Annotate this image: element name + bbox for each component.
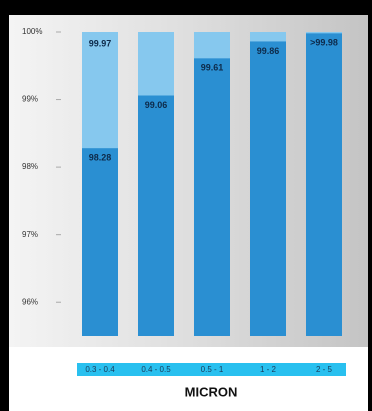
top-border: [0, 0, 372, 15]
x-tick-label: 1 - 2: [260, 365, 277, 374]
bar: [138, 95, 174, 336]
bar: [194, 58, 230, 336]
right-border: [368, 0, 372, 411]
left-border: [0, 0, 9, 411]
category-band: [77, 363, 346, 376]
y-tick-label: 96%: [22, 297, 38, 306]
value-label: 99.06: [145, 100, 168, 110]
value-label: 99.61: [201, 63, 224, 73]
value-label: 99.86: [257, 46, 280, 56]
value-label: 98.28: [89, 153, 112, 163]
x-tick-label: 0.5 - 1: [201, 365, 224, 374]
y-tick-label: 97%: [22, 230, 38, 239]
x-tick-label: 2 - 5: [316, 365, 333, 374]
x-axis-title: MICRON: [185, 384, 238, 399]
y-tick-label: 99%: [22, 95, 38, 104]
y-tick-label: 100%: [22, 27, 42, 36]
value-label: >99.98: [310, 38, 338, 48]
bar: [82, 148, 118, 336]
x-tick-label: 0.4 - 0.5: [141, 365, 171, 374]
y-tick-label: 98%: [22, 162, 38, 171]
x-tick-label: 0.3 - 0.4: [85, 365, 115, 374]
bar: [306, 33, 342, 337]
bar: [250, 41, 286, 337]
value-label: 99.97: [89, 38, 112, 48]
